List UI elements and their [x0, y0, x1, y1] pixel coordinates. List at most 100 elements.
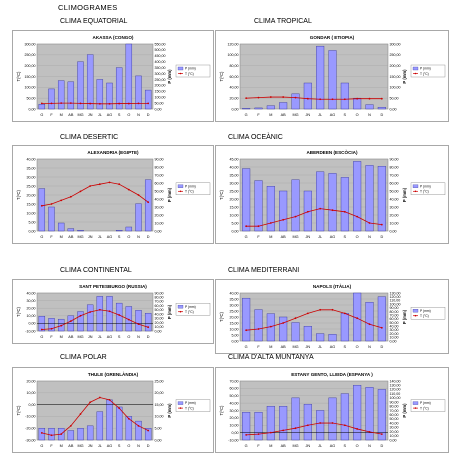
precip-bar: [144, 313, 152, 332]
month-label: JL: [98, 444, 102, 448]
temperature-point: [60, 199, 63, 202]
temperature-line: [246, 208, 382, 227]
precip-bar: [106, 82, 113, 110]
temperature-point: [319, 422, 322, 424]
month-label: AG: [330, 444, 336, 448]
month-label: N: [368, 113, 371, 117]
precip-bar: [125, 226, 133, 232]
left-tick-label: 250,00: [25, 53, 36, 57]
right-tick-label: 250,00: [390, 53, 401, 57]
temperature-point: [108, 310, 111, 313]
right-tick-label: 130,00: [390, 384, 401, 388]
temperature-point: [137, 194, 140, 196]
temperature-point: [118, 407, 121, 410]
month-label: MG: [77, 235, 83, 239]
month-label: AB: [68, 335, 74, 339]
legend-precip-label: P (mm): [420, 401, 431, 405]
month-label: G: [40, 235, 43, 239]
right-tick-label: 50,00: [390, 321, 399, 325]
temperature-point: [40, 432, 43, 434]
right-tick-label: 50,00: [390, 417, 399, 421]
precip-bar: [316, 171, 325, 232]
right-tick-label: 140,00: [390, 379, 401, 383]
precip-bar: [77, 229, 84, 232]
temperature-point: [147, 326, 150, 329]
right-tick-label: 10,00: [390, 434, 399, 438]
temperature-point: [356, 97, 359, 100]
right-tick-label: 50,00: [155, 189, 164, 193]
right-tick-label: 50,00: [155, 308, 164, 312]
month-label: M: [269, 235, 272, 239]
precip-bar: [67, 228, 75, 232]
legend-box: [175, 64, 211, 78]
right-tick-label: 50,00: [390, 96, 399, 100]
right-tick-label: 110,00: [390, 299, 401, 303]
temperature-line: [41, 181, 149, 207]
right-tick-label: 10,00: [390, 336, 399, 340]
right-tick-label: 50,00: [390, 189, 399, 193]
month-label: JN: [306, 113, 311, 117]
month-label: AG: [107, 235, 113, 239]
right-tick-label: 40,00: [390, 197, 399, 201]
temperature-point: [269, 325, 272, 328]
precip-bar: [38, 188, 46, 232]
month-label: N: [368, 345, 371, 349]
temperature-point: [98, 102, 101, 105]
legend-box: [175, 182, 211, 195]
right-axis-title: P (mm): [167, 187, 172, 202]
legend-precip-label: P (mm): [420, 309, 431, 313]
precip-bar: [115, 302, 123, 332]
left-axis-title: T(ºC): [16, 71, 21, 82]
right-tick-label: 90,00: [390, 400, 399, 404]
plot-area: [36, 292, 154, 332]
temperature-point: [319, 207, 322, 210]
month-label: N: [137, 235, 140, 239]
left-tick-label: 10,00: [230, 327, 239, 331]
left-tick-label: 35,00: [27, 166, 36, 170]
right-tick-label: 20,00: [390, 213, 399, 217]
month-label: JN: [88, 235, 93, 239]
temperature-point: [69, 320, 72, 323]
left-tick-label: 25,00: [27, 184, 36, 188]
right-tick-label: 0,00: [390, 229, 397, 233]
climograph-panel: SANT PETESBURGO (RUSSIA) -10,00 0,00 10,00 2…: [12, 279, 214, 344]
month-label: F: [50, 235, 53, 239]
temperature-point: [257, 433, 260, 435]
temperature-point: [319, 98, 322, 101]
temperature-point: [331, 209, 334, 212]
right-tick-label: 0,00: [390, 107, 397, 111]
month-label: S: [344, 345, 347, 349]
right-tick-label: 40,00: [155, 312, 164, 316]
month-label: JN: [88, 113, 93, 117]
month-label: MG: [292, 235, 298, 239]
right-tick-label: 10,00: [155, 221, 164, 225]
left-tick-label: 10,00: [27, 391, 36, 395]
temperature-point: [343, 98, 346, 101]
temperature-point: [40, 328, 43, 331]
right-tick-label: 300,00: [155, 72, 166, 76]
month-label: S: [118, 235, 121, 239]
month-label: S: [344, 235, 347, 239]
temperature-point: [282, 429, 285, 432]
right-tick-label: 70,00: [390, 173, 399, 177]
month-label: G: [245, 235, 248, 239]
temperature-point: [79, 413, 82, 415]
temperature-point: [331, 98, 334, 101]
temperature-point: [306, 424, 309, 427]
month-label: O: [127, 113, 130, 117]
temperature-point: [380, 326, 383, 329]
month-label: D: [147, 235, 150, 239]
month-label: N: [137, 113, 140, 117]
temperature-point: [147, 429, 150, 432]
precip-bar: [86, 54, 94, 110]
right-tick-label: 550,00: [155, 42, 166, 46]
month-label: D: [147, 335, 150, 339]
temperature-point: [40, 102, 43, 105]
legend-temp-marker: [179, 310, 182, 313]
climograph-panel: NAPOLS (ITÀLIA) 0,00 5,00 10,00 15,00 20,00 25…: [215, 279, 449, 354]
left-tick-label: 200,00: [25, 64, 36, 68]
climograph-panel: AKASSA (CONGO) 0,00 50,00 100,00 150,00 200,0…: [12, 30, 214, 122]
right-tick-label: 450,00: [155, 54, 166, 58]
right-tick-label: 150,00: [390, 75, 401, 79]
temperature-point: [147, 201, 150, 204]
